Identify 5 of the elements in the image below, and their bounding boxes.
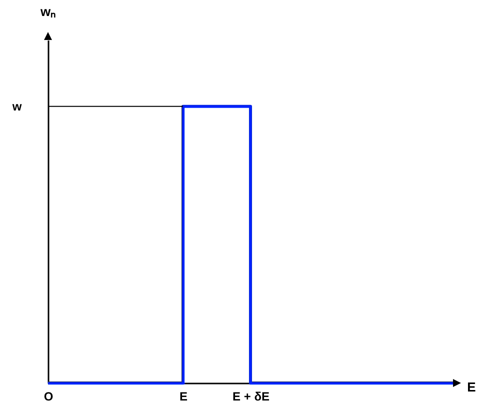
ref-line-label: w <box>11 99 22 114</box>
x-tick-label: E <box>179 390 188 404</box>
x-tick-label: E + δE <box>232 390 270 404</box>
text: wₙ <box>39 4 56 19</box>
x-tick-label: O <box>44 390 54 404</box>
